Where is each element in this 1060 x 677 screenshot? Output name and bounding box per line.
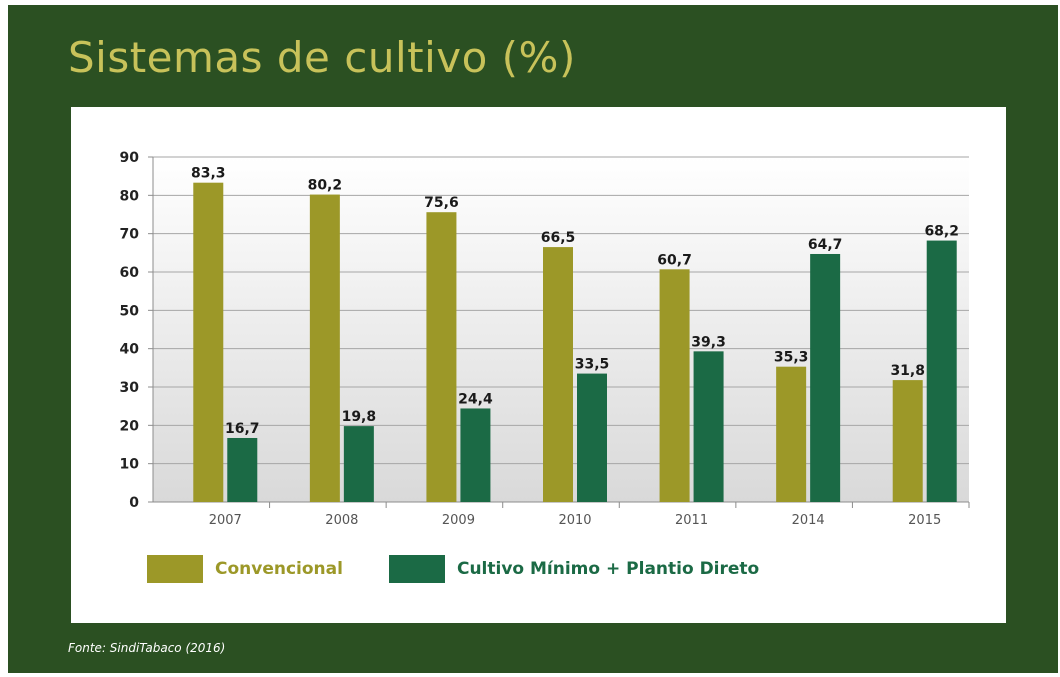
source-note: Fonte: SindiTabaco (2016) (68, 641, 226, 655)
data-label: 68,2 (924, 224, 959, 240)
data-label: 80,2 (308, 178, 343, 194)
x-tick-label: 2007 (209, 513, 242, 528)
bar (776, 366, 807, 502)
data-label: 83,3 (191, 166, 226, 182)
data-label: 64,7 (808, 237, 843, 253)
bar (309, 194, 340, 503)
x-tick-label: 2011 (675, 513, 708, 528)
data-label: 16,7 (225, 421, 260, 437)
bar (892, 380, 923, 502)
data-label: 39,3 (691, 334, 726, 350)
y-tick-label: 10 (120, 457, 140, 473)
data-label: 31,8 (890, 363, 925, 379)
data-label: 33,5 (575, 357, 610, 373)
chart-legend: Convencional Cultivo Mínimo + Plantio Di… (147, 555, 805, 583)
legend-item-convencional: Convencional (147, 555, 343, 583)
x-tick-label: 2008 (325, 513, 358, 528)
y-tick-label: 50 (120, 303, 140, 319)
bar (343, 426, 374, 502)
y-tick-label: 80 (120, 188, 140, 204)
y-tick-label: 40 (120, 342, 140, 358)
data-label: 35,3 (774, 350, 809, 366)
y-tick-label: 0 (129, 495, 139, 511)
legend-item-cultivo-minimo: Cultivo Mínimo + Plantio Direto (388, 555, 760, 583)
bar (659, 269, 690, 502)
y-tick-label: 70 (120, 227, 140, 243)
x-tick-label: 2010 (558, 513, 591, 528)
legend-label-cultivo-minimo: Cultivo Mínimo + Plantio Direto (456, 559, 760, 579)
chart-panel: 0 10 20 30 40 50 60 70 80 90 83,3 16,7 2007 80,2 19,8 2… (71, 107, 1006, 623)
bar (193, 182, 224, 502)
chart-title: Sistemas de cultivo (%) (68, 33, 576, 82)
data-label: 60,7 (657, 252, 692, 268)
legend-swatch-cultivo-minimo (388, 555, 445, 583)
bar (460, 408, 491, 502)
bar (926, 240, 957, 503)
y-tick-label: 90 (120, 150, 140, 166)
slide-background: Sistemas de cultivo (%) 0 10 20 30 40 50 60 70 8… (8, 5, 1058, 673)
data-label: 66,5 (541, 230, 576, 246)
y-tick-label: 30 (120, 380, 140, 396)
y-tick-label: 20 (120, 418, 140, 434)
bar (693, 351, 724, 502)
y-tick-label: 60 (120, 265, 140, 281)
data-label: 24,4 (458, 391, 493, 407)
bar (543, 247, 573, 502)
bar (227, 437, 258, 502)
data-label: 75,6 (424, 195, 459, 211)
bar (577, 373, 607, 502)
bar-chart: 0 10 20 30 40 50 60 70 80 90 83,3 16,7 2007 80,2 19,8 2… (120, 150, 970, 528)
data-label: 19,8 (342, 409, 377, 425)
x-tick-label: 2015 (908, 513, 941, 528)
bar (426, 212, 457, 502)
bar (810, 253, 841, 502)
x-tick-label: 2014 (792, 513, 825, 528)
legend-label-convencional: Convencional (215, 559, 343, 579)
legend-swatch-convencional (147, 555, 203, 583)
x-tick-label: 2009 (442, 513, 475, 528)
